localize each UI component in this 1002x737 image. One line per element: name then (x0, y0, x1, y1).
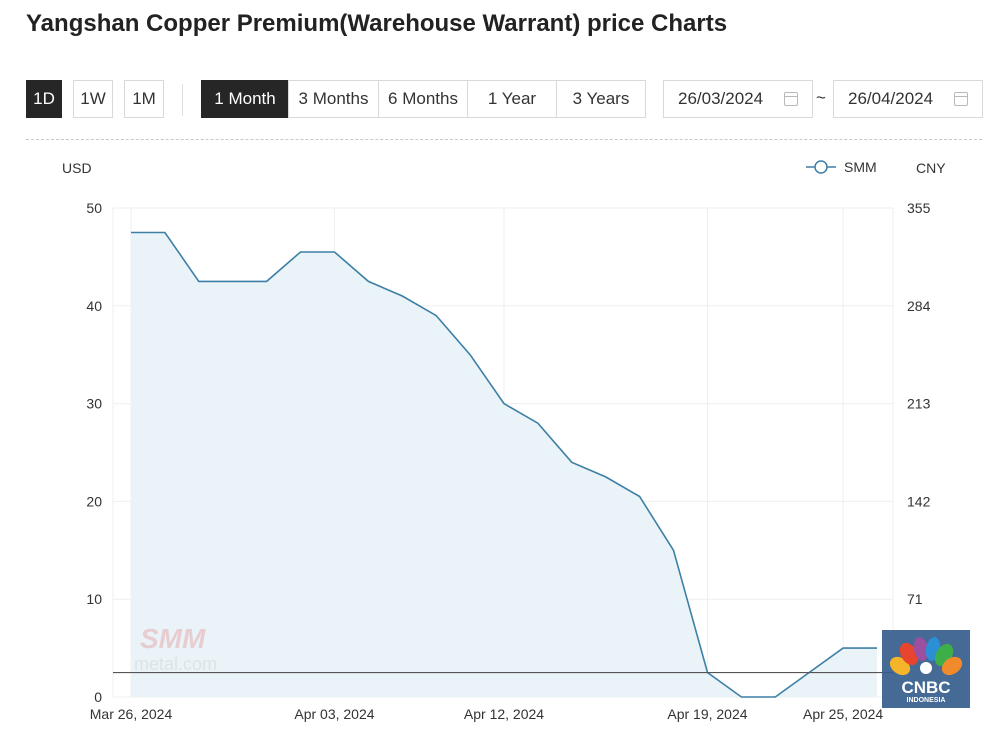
page-title: Yangshan Copper Premium(Warehouse Warran… (26, 10, 728, 37)
legend: SMM (806, 159, 877, 175)
calendar-icon (784, 92, 798, 106)
granularity-group: 1D 1W 1M (26, 80, 175, 120)
calendar-icon (954, 92, 968, 106)
granularity-button-1m[interactable]: 1M (124, 80, 164, 118)
range-button-3-months[interactable]: 3 Months (288, 80, 379, 118)
peacock-icon: CNBC INDONESIA (889, 637, 963, 704)
y-right-tick-label: 355 (907, 200, 931, 216)
series-line-smm (131, 231, 877, 698)
y-left-tick-label: 50 (86, 200, 102, 216)
y-left-tick-label: 20 (86, 493, 102, 509)
x-axis-labels: Mar 26, 2024 Apr 03, 2024 Apr 12, 2024 Apr … (90, 706, 884, 722)
range-button-3-years[interactable]: 3 Years (556, 80, 646, 118)
x-tick-label: Mar 26, 2024 (90, 706, 173, 722)
right-axis-unit: CNY (916, 160, 946, 176)
y-axis-labels: 0 10 71 20 142 30 213 40 284 50 355 (86, 200, 930, 705)
legend-label: SMM (844, 159, 877, 175)
y-left-tick-label: 10 (86, 591, 102, 607)
x-tick-label: Apr 25, 2024 (803, 706, 883, 722)
logo-sub: INDONESIA (907, 697, 946, 704)
y-left-tick-label: 0 (94, 689, 102, 705)
watermark: SMM metal.com (134, 623, 217, 674)
granularity-button-1d[interactable]: 1D (26, 80, 62, 118)
x-tick-label: Apr 03, 2024 (294, 706, 374, 722)
range-button-1-year[interactable]: 1 Year (467, 80, 557, 118)
toolbar-separator (26, 139, 982, 140)
x-tick-label: Apr 12, 2024 (464, 706, 544, 722)
toolbar-divider (182, 84, 183, 116)
watermark-brand: SMM (140, 623, 206, 654)
range-button-1-month[interactable]: 1 Month (201, 80, 289, 118)
date-separator: ~ (816, 88, 826, 107)
range-button-6-months[interactable]: 6 Months (378, 80, 468, 118)
logo-name: CNBC (901, 678, 950, 697)
y-right-tick-label: 213 (907, 396, 931, 412)
end-date-value: 26/04/2024 (848, 89, 934, 108)
watermark-site: metal.com (134, 654, 217, 674)
x-tick-label: Apr 19, 2024 (667, 706, 747, 722)
left-axis-unit: USD (62, 160, 92, 176)
series-area-smm (131, 232, 877, 697)
start-date-value: 26/03/2024 (678, 89, 764, 108)
start-date-input[interactable]: 26/03/2024 (663, 80, 813, 118)
y-left-tick-label: 30 (86, 396, 102, 412)
legend-marker (814, 160, 828, 174)
cnbc-logo: CNBC INDONESIA (882, 630, 970, 708)
y-right-tick-label: 71 (907, 591, 923, 607)
y-right-tick-label: 284 (907, 298, 931, 314)
granularity-button-1w[interactable]: 1W (73, 80, 113, 118)
y-right-tick-label: 142 (907, 493, 931, 509)
y-left-tick-label: 40 (86, 298, 102, 314)
end-date-input[interactable]: 26/04/2024 (833, 80, 983, 118)
range-group: 1 Month 3 Months 6 Months 1 Year 3 Years (201, 80, 646, 120)
